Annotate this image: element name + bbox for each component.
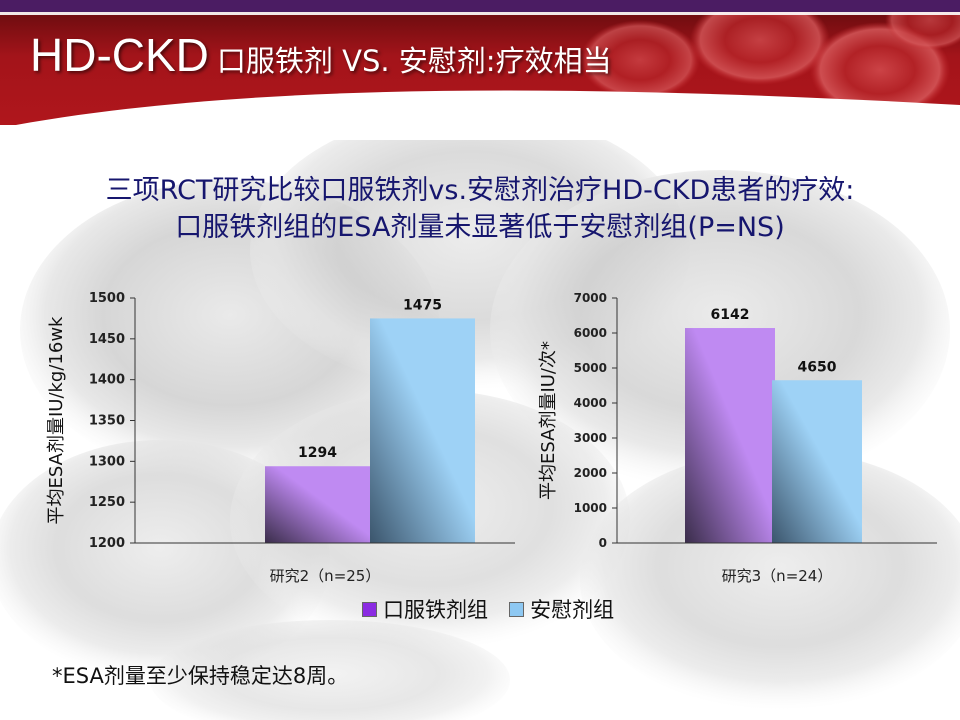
y-tick-label: 6000	[574, 326, 607, 340]
legend-label-placebo: 安慰剂组	[530, 598, 615, 622]
slide-title-main: HD-CKD	[30, 29, 209, 81]
legend-item-oral-iron: 口服铁剂组	[362, 594, 488, 624]
legend-swatch-oral-iron	[362, 601, 377, 617]
chart-study-2: 1294 1475 1200 1250 1300 1350 1400 1450 1500 研究2（…	[40, 288, 530, 588]
y-tick-label: 1350	[89, 414, 125, 429]
y-axis-label: 平均ESA剂量IU/次*	[538, 341, 559, 500]
chart-study-3: 6142 4650 0 1000 2000 3000 4000 5000 6000 7000 研究3…	[532, 288, 952, 588]
header-curve	[0, 90, 960, 140]
x-axis-label: 研究2（n=25）	[270, 567, 381, 585]
y-tick-label: 2000	[574, 466, 607, 480]
headline-line-1: 三项RCT研究比较口服铁剂vs.安慰剂治疗HD-CKD患者的疗效:	[105, 175, 855, 206]
chart-svg: 1294 1475 1200 1250 1300 1350 1400 1450 1500 研究2（…	[46, 291, 515, 585]
y-tick-label: 1500	[89, 291, 125, 306]
slide-title: HD-CKD 口服铁剂 VS. 安慰剂:疗效相当	[30, 28, 612, 98]
y-tick-label: 5000	[574, 361, 607, 375]
y-tick-label: 1250	[89, 495, 125, 510]
headline-line-2: 口服铁剂组的ESA剂量未显著低于安慰剂组(P=NS)	[175, 212, 785, 243]
header-thin-stripe	[0, 12, 960, 15]
y-tick-label: 1200	[89, 536, 125, 551]
bar-placebo	[370, 318, 475, 543]
legend-swatch-placebo	[509, 601, 525, 617]
legend-label-oral-iron: 口服铁剂组	[383, 598, 488, 622]
y-tick-label: 1300	[89, 454, 125, 469]
y-tick-label: 3000	[574, 431, 607, 445]
chart-svg: 6142 4650 0 1000 2000 3000 4000 5000 6000 7000 研究3…	[538, 291, 937, 585]
y-axis-label: 平均ESA剂量IU/kg/16wk	[46, 316, 67, 525]
legend-item-placebo: 安慰剂组	[509, 594, 614, 624]
slide-title-rest: 口服铁剂 VS. 安慰剂:疗效相当	[216, 44, 612, 78]
y-tick-label: 0	[599, 536, 607, 550]
y-tick-label: 1000	[574, 501, 607, 515]
y-tick-label: 1450	[89, 332, 125, 347]
data-label: 1294	[298, 445, 337, 461]
data-label: 6142	[711, 307, 750, 323]
y-tick-label: 7000	[574, 291, 607, 305]
bar-placebo	[772, 380, 862, 543]
header-top-stripe	[0, 0, 960, 12]
data-label: 1475	[403, 297, 442, 313]
footnote: *ESA剂量至少保持稳定达8周。	[52, 664, 349, 688]
y-tick-label: 4000	[574, 396, 607, 410]
bar-oral-iron	[685, 328, 775, 543]
x-axis-label: 研究3（n=24）	[722, 567, 833, 585]
bar-oral-iron	[265, 466, 370, 543]
data-label: 4650	[798, 359, 837, 375]
chart-legend: 口服铁剂组 安慰剂组	[362, 594, 630, 624]
y-tick-label: 1400	[89, 373, 125, 388]
